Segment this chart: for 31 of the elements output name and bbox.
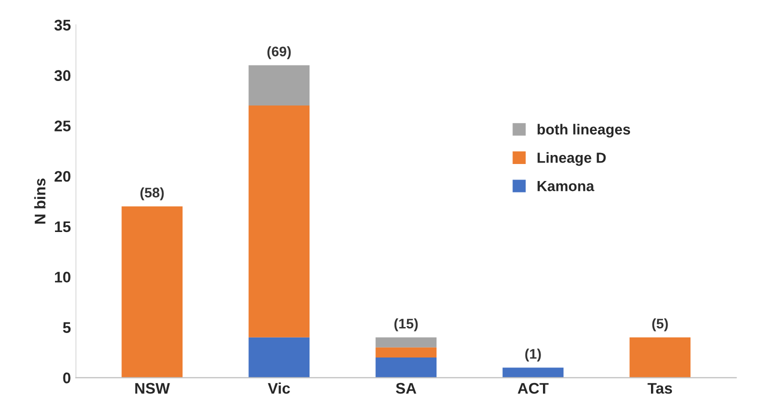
y-tick-label: 10 — [55, 272, 70, 283]
annotation: (5) — [652, 318, 668, 332]
legend-label: Kamona — [538, 181, 594, 192]
y-tick-label: 20 — [54, 170, 70, 182]
annotation: (69) — [267, 46, 291, 60]
x-tick-label: ACT — [518, 382, 549, 394]
x-tick-label: SA — [396, 382, 416, 394]
annotation: (15) — [394, 318, 418, 332]
x-tick-label: NSW — [135, 382, 170, 394]
annotation: (58) — [140, 187, 164, 200]
legend-label: both lineages — [538, 124, 630, 138]
bar — [376, 337, 437, 348]
legend-label: Lineage D — [538, 152, 606, 166]
bar — [248, 65, 310, 106]
y-tick-label: 5 — [63, 322, 71, 333]
bar — [248, 106, 310, 338]
y-tick-label: 0 — [63, 372, 70, 384]
bar — [376, 357, 437, 378]
y-tick-label: 30 — [54, 70, 70, 81]
bar — [376, 347, 437, 358]
x-tick-label: Tas — [648, 383, 672, 394]
x-tick-label: Vic — [268, 382, 290, 394]
y-tick-label: 25 — [54, 120, 71, 132]
y-tick-label: 35 — [54, 20, 71, 31]
bar — [122, 206, 183, 378]
bar — [248, 337, 310, 378]
y-axis-title: N bins — [34, 178, 46, 224]
annotation: (1) — [525, 348, 541, 362]
bar — [630, 337, 691, 378]
y-tick-label: 15 — [55, 221, 71, 232]
bar — [502, 368, 564, 378]
